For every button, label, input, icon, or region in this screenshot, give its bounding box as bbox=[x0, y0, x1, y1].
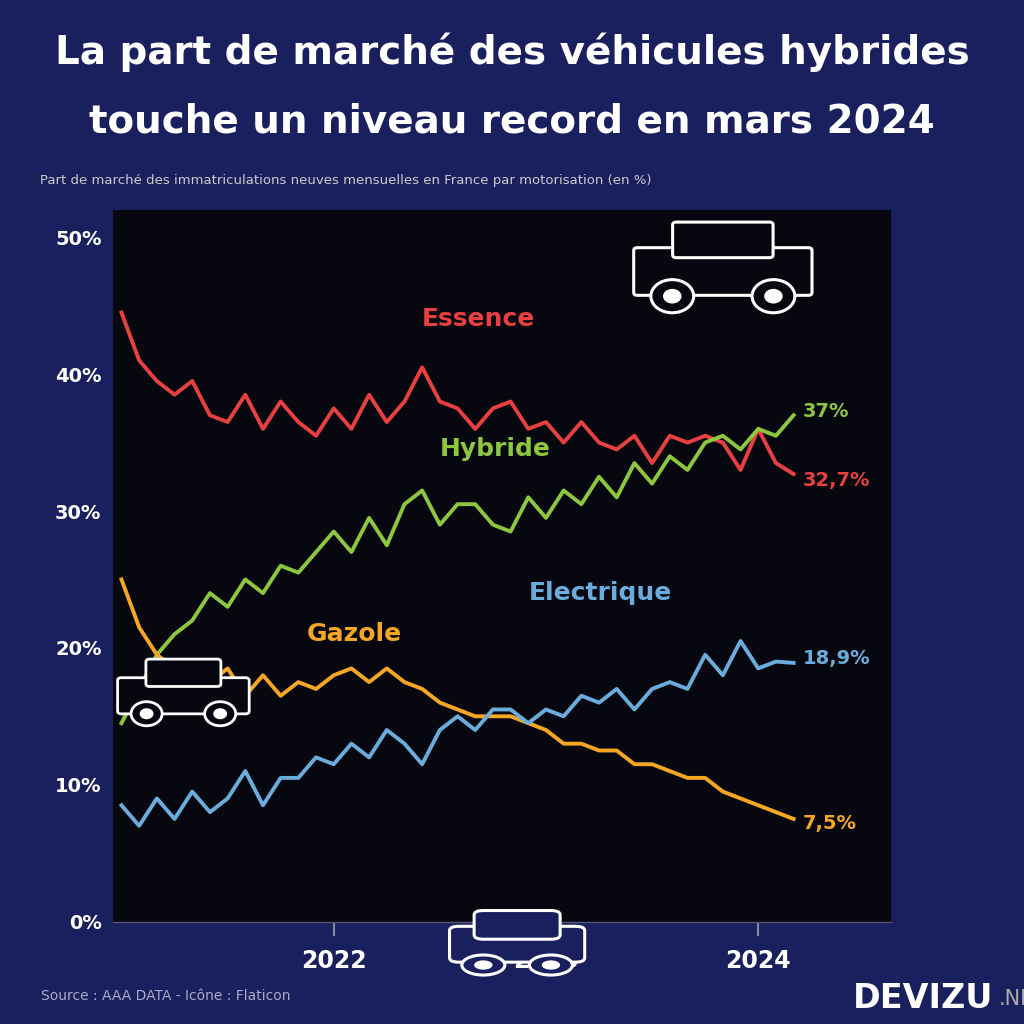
Text: .NEWS: .NEWS bbox=[998, 988, 1024, 1009]
Text: La part de marché des véhicules hybrides: La part de marché des véhicules hybrides bbox=[54, 32, 970, 72]
Circle shape bbox=[214, 709, 226, 719]
Circle shape bbox=[462, 955, 505, 975]
FancyBboxPatch shape bbox=[450, 927, 585, 963]
Circle shape bbox=[765, 290, 782, 303]
Text: DEVIZU: DEVIZU bbox=[853, 982, 993, 1015]
Circle shape bbox=[651, 280, 693, 312]
Text: Hybride: Hybride bbox=[440, 437, 551, 461]
Circle shape bbox=[529, 955, 572, 975]
Text: Source : AAA DATA - Icône : Flaticon: Source : AAA DATA - Icône : Flaticon bbox=[41, 989, 291, 1004]
FancyBboxPatch shape bbox=[474, 910, 560, 939]
FancyBboxPatch shape bbox=[673, 222, 773, 258]
Text: touche un niveau record en mars 2024: touche un niveau record en mars 2024 bbox=[89, 102, 935, 140]
Text: 18,9%: 18,9% bbox=[803, 649, 870, 669]
Text: 32,7%: 32,7% bbox=[803, 471, 870, 490]
Text: Gazole: Gazole bbox=[307, 622, 402, 646]
Circle shape bbox=[205, 701, 236, 726]
FancyBboxPatch shape bbox=[145, 659, 221, 686]
FancyBboxPatch shape bbox=[118, 678, 249, 714]
Circle shape bbox=[752, 280, 795, 312]
Text: Electrique: Electrique bbox=[528, 581, 672, 605]
Circle shape bbox=[543, 962, 559, 969]
Text: Essence: Essence bbox=[422, 307, 536, 331]
FancyBboxPatch shape bbox=[634, 248, 812, 295]
Circle shape bbox=[664, 290, 681, 303]
Circle shape bbox=[475, 962, 492, 969]
Text: Part de marché des immatriculations neuves mensuelles en France par motorisation: Part de marché des immatriculations neuv… bbox=[40, 174, 652, 186]
Circle shape bbox=[140, 709, 153, 719]
Text: 37%: 37% bbox=[803, 401, 849, 421]
Circle shape bbox=[131, 701, 162, 726]
Text: 7,5%: 7,5% bbox=[803, 813, 856, 833]
